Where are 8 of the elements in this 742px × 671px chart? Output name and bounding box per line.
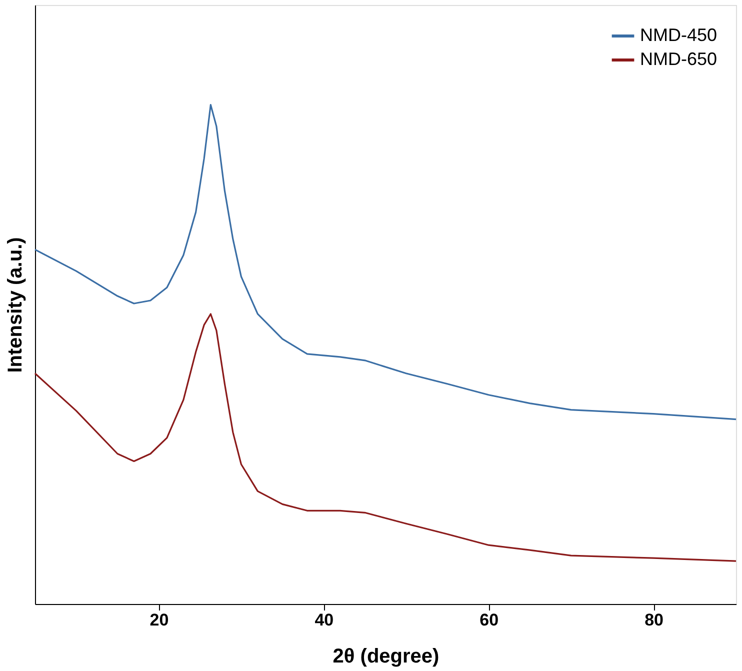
x-tick-label: 80: [644, 610, 664, 630]
x-axis-title: 2θ (degree): [332, 646, 440, 668]
x-tick-label: 60: [480, 610, 499, 630]
legend-label: NMD-450: [640, 25, 718, 45]
y-axis-title: Intensity (a.u.): [4, 237, 26, 373]
x-tick-label: 20: [150, 610, 169, 630]
x-tick-label: 40: [314, 610, 334, 630]
legend-label: NMD-650: [640, 49, 718, 69]
